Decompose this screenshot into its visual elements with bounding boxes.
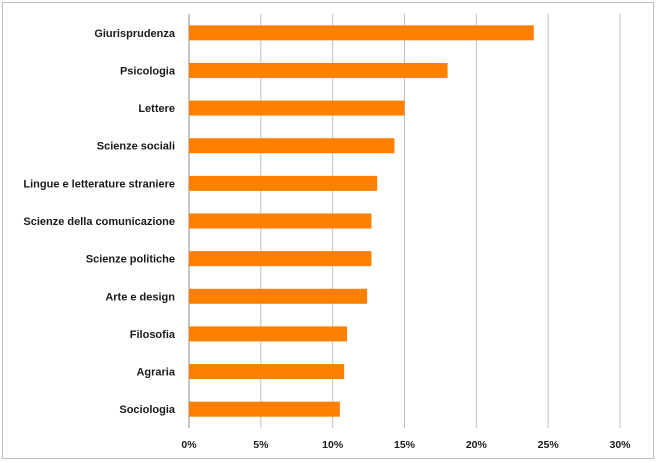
category-label: Arte e design bbox=[105, 291, 175, 303]
category-label: Psicologia bbox=[120, 65, 176, 77]
bar bbox=[189, 364, 345, 380]
category-label: Filosofia bbox=[130, 329, 176, 341]
category-label: Agraria bbox=[136, 367, 175, 379]
bar bbox=[189, 175, 378, 191]
x-tick-labels: 0% 5% 10% 15% 20% 25% 30% bbox=[181, 439, 631, 451]
category-label: Scienze politiche bbox=[86, 254, 175, 266]
bar bbox=[189, 251, 372, 267]
bar bbox=[189, 213, 372, 229]
bar bbox=[189, 62, 448, 78]
category-label: Sociologia bbox=[119, 404, 176, 416]
bar bbox=[189, 25, 534, 41]
x-tick-label: 30% bbox=[609, 439, 631, 451]
x-tick-label: 25% bbox=[538, 439, 560, 451]
x-tick-label: 15% bbox=[394, 439, 416, 451]
category-label: Lingue e letterature straniere bbox=[23, 178, 175, 190]
bar bbox=[189, 100, 405, 116]
gridlines bbox=[188, 14, 621, 428]
category-label: Giurisprudenza bbox=[94, 28, 176, 40]
bar bbox=[189, 401, 340, 417]
category-label: Lettere bbox=[138, 103, 175, 115]
chart-frame bbox=[2, 2, 654, 459]
x-tick-label: 5% bbox=[253, 439, 269, 451]
x-tick-label: 10% bbox=[322, 439, 344, 451]
bar bbox=[189, 326, 348, 342]
bar bbox=[189, 138, 395, 154]
category-labels: Giurisprudenza Psicologia Lettere Scienze s… bbox=[23, 28, 175, 416]
bar bbox=[189, 288, 368, 304]
x-tick-label: 20% bbox=[466, 439, 488, 451]
x-tick-label: 0% bbox=[181, 439, 197, 451]
bars bbox=[189, 25, 534, 417]
category-label: Scienze della comunicazione bbox=[23, 216, 175, 228]
category-label: Scienze sociali bbox=[97, 141, 175, 153]
